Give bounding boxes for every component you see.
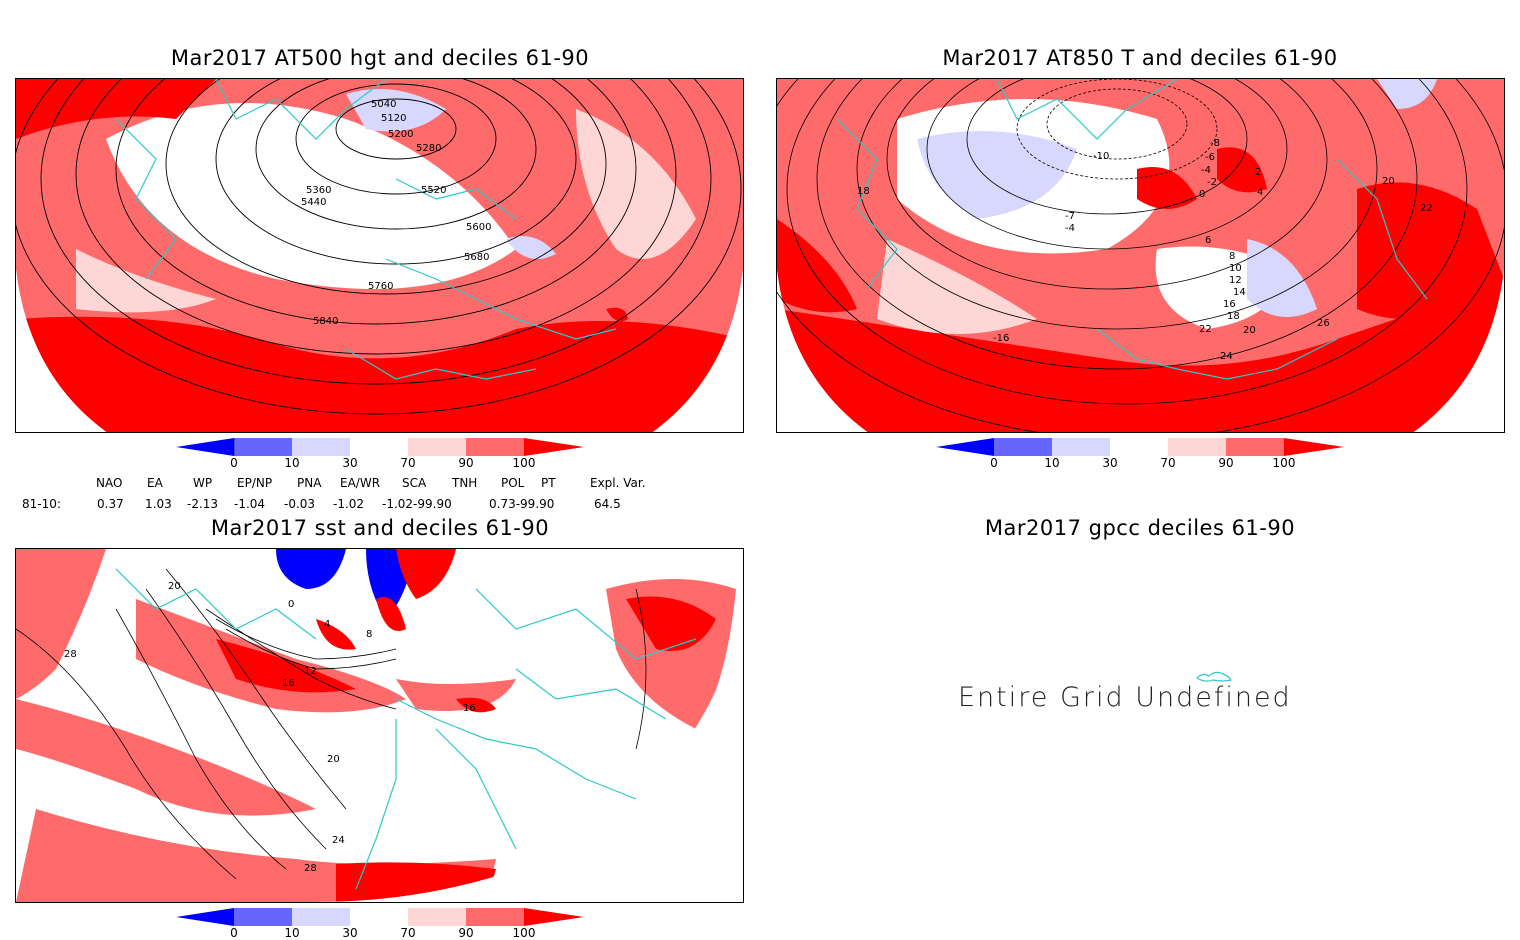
contour-label: 24 (1220, 351, 1233, 362)
colorbar-t850: 0 10 30 70 90 100 (936, 438, 1346, 474)
contour-label: 8 (366, 629, 372, 640)
colorbar-label: 10 (284, 456, 300, 470)
colorbar-label: 70 (1160, 456, 1176, 470)
contour-label: 5600 (466, 222, 491, 233)
contour-label: -4 (1065, 223, 1075, 234)
index-header: WP (193, 476, 213, 490)
colorbar-label: 10 (284, 926, 300, 940)
colorbar-label: 0 (230, 926, 238, 940)
colorbar-label: 30 (342, 456, 358, 470)
z500-title: Mar2017 AT500 hgt and deciles 61-90 (170, 46, 590, 70)
contour-label: 22 (1199, 324, 1212, 335)
colorbar-z500: 0 10 30 70 90 100 (176, 438, 586, 474)
contour-label: -16 (993, 333, 1009, 344)
index-header: TNH (452, 476, 478, 490)
contour-label: -10 (1093, 151, 1109, 162)
index-header: EA/WR (340, 476, 381, 490)
contour-label: 28 (64, 649, 77, 660)
contour-label: 24 (332, 835, 345, 846)
index-header: SCA (402, 476, 427, 490)
index-value: -0.03 (284, 497, 316, 511)
colorbar-sst: 0 10 30 70 90 100 (176, 908, 586, 940)
contour-label: 5280 (416, 143, 441, 154)
contour-label: 5120 (381, 113, 406, 124)
contour-label: 12 (1229, 275, 1242, 286)
z500-map: 5040 5120 5200 5280 5360 5440 5520 5600 … (15, 78, 744, 433)
colorbar-label: 100 (1272, 456, 1296, 470)
colorbar-label: 30 (342, 926, 358, 940)
index-header: EA (147, 476, 163, 490)
contour-label: 18 (857, 186, 870, 197)
contour-label: -4 (1201, 165, 1211, 176)
index-value: -1.02 (333, 497, 365, 511)
colorbar-label: 10 (1044, 456, 1060, 470)
colorbar-label: 90 (458, 456, 474, 470)
index-header: Expl. Var. (590, 476, 646, 490)
contour-label: 10 (1229, 263, 1242, 274)
gpcc-island-outline (1196, 671, 1232, 682)
contour-label: 5200 (388, 129, 413, 140)
sst-title: Mar2017 sst and deciles 61-90 (210, 516, 550, 540)
t850-title: Mar2017 AT850 T and deciles 61-90 (942, 46, 1338, 70)
contour-label: 16 (463, 703, 476, 714)
contour-label: 5440 (301, 197, 326, 208)
contour-label: 14 (1233, 287, 1246, 298)
index-row-label: 81-10: (22, 497, 61, 511)
index-value: 1.03 (145, 497, 172, 511)
contour-label: 26 (1317, 318, 1330, 329)
contour-label: 5760 (368, 281, 393, 292)
contour-label: 28 (304, 863, 317, 874)
contour-label: 20 (327, 754, 340, 765)
contour-label: 18 (1227, 311, 1240, 322)
contour-label: 22 (1420, 203, 1433, 214)
index-value: -2.13 (187, 497, 219, 511)
index-value: 0.37 (97, 497, 124, 511)
contour-label: -8 (1210, 138, 1220, 149)
colorbar-label: 100 (512, 926, 536, 940)
contour-label: 5520 (421, 185, 446, 196)
contour-label: 20 (168, 581, 181, 592)
gpcc-title: Mar2017 gpcc deciles 61-90 (984, 516, 1296, 540)
contour-label: 4 (1257, 187, 1263, 198)
contour-label: -6 (1205, 152, 1215, 163)
contour-label: 2 (1255, 167, 1261, 178)
contour-label: -2 (1207, 177, 1217, 188)
contour-label: 5840 (313, 316, 338, 327)
contour-label: 16 (282, 678, 295, 689)
contour-label: 6 (1205, 235, 1211, 246)
index-header: NAO (96, 476, 123, 490)
index-value: -1.02-99.90 (382, 497, 452, 511)
index-header: EP/NP (237, 476, 273, 490)
colorbar-label: 30 (1102, 456, 1118, 470)
colorbar-label: 0 (230, 456, 238, 470)
contour-label: 12 (304, 666, 317, 677)
contour-label: 8 (1229, 251, 1235, 262)
contour-label: 5680 (464, 252, 489, 263)
sst-map: 0 4 8 12 16 20 24 28 28 20 16 (15, 548, 744, 903)
contour-label: 20 (1382, 176, 1395, 187)
contour-label: -7 (1065, 211, 1075, 222)
colorbar-label: 100 (512, 456, 536, 470)
colorbar-label: 90 (458, 926, 474, 940)
colorbar-label: 70 (400, 926, 416, 940)
contour-label: 5360 (306, 185, 331, 196)
index-header: PNA (297, 476, 322, 490)
index-value: 0.73-99.90 (489, 497, 555, 511)
colorbar-label: 70 (400, 456, 416, 470)
index-header: POL (501, 476, 525, 490)
index-value: 64.5 (594, 497, 621, 511)
contour-label: 0 (288, 599, 294, 610)
contour-label: 20 (1243, 325, 1256, 336)
contour-label: 0 (1199, 189, 1205, 200)
t850-map: -8 -6 -4 -2 0 2 4 6 8 10 12 14 16 18 20 … (776, 78, 1505, 433)
index-value: -1.04 (234, 497, 266, 511)
undefined-message: Entire Grid Undefined (958, 682, 1292, 713)
index-header: PT (541, 476, 556, 490)
colorbar-label: 0 (990, 456, 998, 470)
contour-label: 16 (1223, 299, 1236, 310)
colorbar-label: 90 (1218, 456, 1234, 470)
contour-label: 5040 (371, 99, 396, 110)
contour-label: 4 (324, 619, 330, 630)
